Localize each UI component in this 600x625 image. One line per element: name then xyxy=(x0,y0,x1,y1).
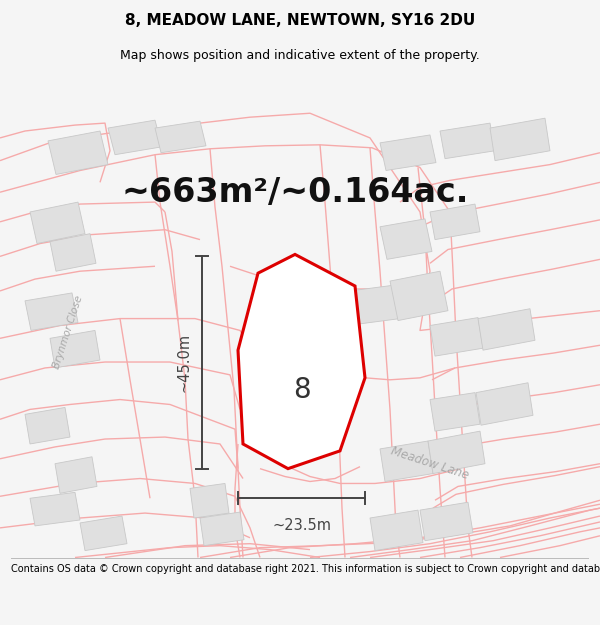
Polygon shape xyxy=(50,234,96,271)
Polygon shape xyxy=(350,285,400,324)
Polygon shape xyxy=(55,457,97,493)
Polygon shape xyxy=(380,219,432,259)
Polygon shape xyxy=(238,254,365,469)
Polygon shape xyxy=(430,392,480,431)
Polygon shape xyxy=(478,309,535,350)
Polygon shape xyxy=(50,331,100,368)
Polygon shape xyxy=(48,131,108,174)
Text: Meadow Lane: Meadow Lane xyxy=(389,445,470,483)
Text: ~23.5m: ~23.5m xyxy=(272,518,331,533)
Polygon shape xyxy=(440,123,495,159)
Text: 8, MEADOW LANE, NEWTOWN, SY16 2DU: 8, MEADOW LANE, NEWTOWN, SY16 2DU xyxy=(125,13,475,28)
Polygon shape xyxy=(30,492,80,526)
Text: ~663m²/~0.164ac.: ~663m²/~0.164ac. xyxy=(121,176,469,209)
Polygon shape xyxy=(30,202,85,244)
Polygon shape xyxy=(430,318,483,356)
Polygon shape xyxy=(190,484,229,518)
Text: 8: 8 xyxy=(293,376,311,404)
Polygon shape xyxy=(155,121,206,152)
Polygon shape xyxy=(200,512,244,546)
Polygon shape xyxy=(25,408,70,444)
Polygon shape xyxy=(108,120,162,155)
Text: Map shows position and indicative extent of the property.: Map shows position and indicative extent… xyxy=(120,49,480,62)
Polygon shape xyxy=(420,503,473,541)
Polygon shape xyxy=(380,135,436,171)
Polygon shape xyxy=(490,118,550,161)
Polygon shape xyxy=(380,441,433,481)
Polygon shape xyxy=(370,510,423,551)
Polygon shape xyxy=(476,382,533,425)
Text: Contains OS data © Crown copyright and database right 2021. This information is : Contains OS data © Crown copyright and d… xyxy=(11,564,600,574)
Text: ~45.0m: ~45.0m xyxy=(177,333,192,392)
Polygon shape xyxy=(430,204,480,239)
Polygon shape xyxy=(260,353,325,421)
Polygon shape xyxy=(25,293,78,331)
Polygon shape xyxy=(428,431,485,474)
Text: Brynmor Close: Brynmor Close xyxy=(52,294,85,370)
Polygon shape xyxy=(80,516,127,551)
Polygon shape xyxy=(390,271,448,321)
